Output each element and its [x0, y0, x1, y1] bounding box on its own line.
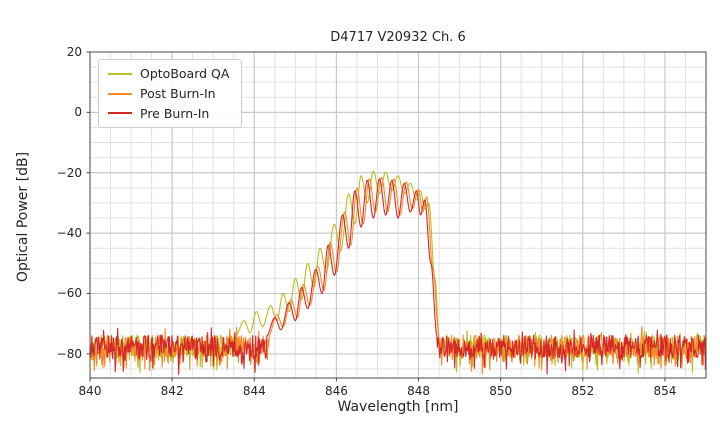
legend-line-swatch — [108, 112, 132, 115]
x-tick-label: 850 — [489, 384, 513, 398]
legend-label: Post Burn-In — [140, 85, 216, 101]
y-tick-label: −20 — [56, 165, 82, 180]
legend-item: OptoBoard QA — [108, 67, 229, 81]
y-axis-label: Optical Power [dB] — [15, 151, 31, 283]
legend-item: Pre Burn-In — [108, 105, 229, 121]
legend-label: Pre Burn-In — [140, 105, 210, 121]
legend-line-swatch — [108, 72, 132, 75]
x-tick-label: 848 — [407, 384, 430, 398]
y-tick-label: −80 — [56, 346, 82, 361]
x-tick-label: 840 — [78, 384, 102, 398]
x-tick-label: 852 — [571, 384, 595, 398]
x-tick-label: 842 — [160, 384, 184, 398]
x-tick-label: 844 — [242, 384, 266, 398]
chart-title: D4717 V20932 Ch. 6 — [330, 30, 466, 45]
y-tick-label: −40 — [56, 226, 82, 241]
y-tick-label: 20 — [66, 45, 82, 59]
x-tick-label: 846 — [324, 384, 348, 398]
y-tick-label: 0 — [74, 105, 82, 120]
legend-item: Post Burn-In — [108, 85, 229, 101]
legend-line-swatch — [108, 92, 132, 95]
y-tick-label: −60 — [56, 286, 82, 301]
x-axis-label: Wavelength [nm] — [337, 399, 459, 415]
legend: OptoBoard QA Post Burn-In Pre Burn-In — [98, 59, 243, 129]
x-tick-label: 854 — [653, 384, 677, 398]
legend-label: OptoBoard QA — [140, 66, 230, 81]
